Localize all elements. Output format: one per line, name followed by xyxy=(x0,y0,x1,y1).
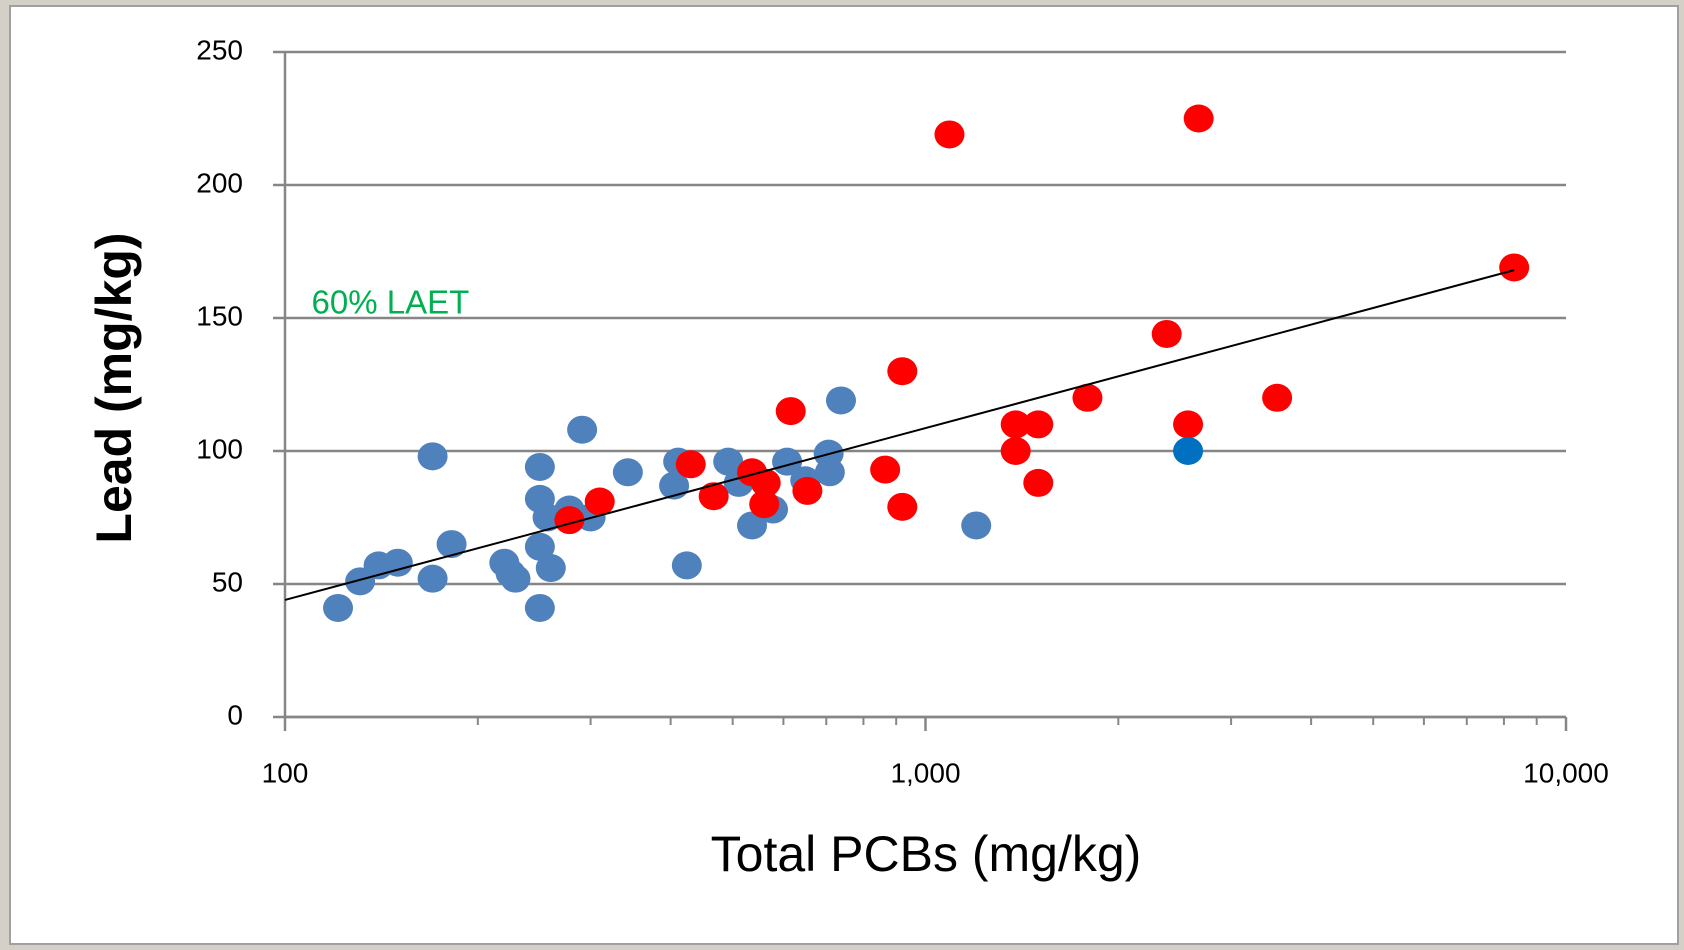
point xyxy=(675,450,706,479)
point xyxy=(524,452,555,481)
y-tick-label: 200 xyxy=(196,167,243,198)
x-tick-label: 100 xyxy=(262,757,309,788)
point xyxy=(887,492,918,521)
point xyxy=(814,458,845,487)
point xyxy=(750,468,781,497)
y-tick-label: 150 xyxy=(196,300,243,331)
point xyxy=(1151,319,1182,348)
point xyxy=(323,593,354,622)
point xyxy=(749,490,780,519)
point xyxy=(1023,468,1054,497)
point xyxy=(524,532,555,561)
point xyxy=(1499,253,1530,282)
point xyxy=(612,458,643,487)
point xyxy=(698,482,729,511)
point xyxy=(500,564,531,593)
point xyxy=(713,447,744,476)
point xyxy=(382,548,413,577)
point xyxy=(961,511,992,540)
point xyxy=(567,415,598,444)
point xyxy=(737,511,768,540)
point xyxy=(1023,410,1054,439)
annotation: 60% LAET xyxy=(312,283,470,320)
point xyxy=(1173,437,1204,465)
y-tick-label: 100 xyxy=(196,433,243,464)
point xyxy=(436,530,467,559)
point xyxy=(671,551,702,580)
y-tick-label: 250 xyxy=(196,34,243,65)
point xyxy=(535,554,566,583)
point xyxy=(524,593,555,622)
y-tick-label: 50 xyxy=(212,566,243,597)
point xyxy=(1262,383,1293,412)
point xyxy=(417,564,448,593)
point xyxy=(1000,410,1031,439)
point xyxy=(825,386,856,415)
point xyxy=(772,447,803,476)
point xyxy=(887,357,918,386)
point xyxy=(775,397,806,426)
point xyxy=(934,120,965,149)
x-tick-label: 1,000 xyxy=(890,757,960,788)
point xyxy=(417,442,448,471)
point xyxy=(1173,410,1204,439)
point xyxy=(1183,104,1214,133)
x-tick-label: 10,000 xyxy=(1523,757,1609,788)
point xyxy=(554,506,585,535)
y-axis-title: Lead (mg/kg) xyxy=(86,232,142,543)
x-axis-title: Total PCBs (mg/kg) xyxy=(711,826,1142,882)
point xyxy=(584,487,615,516)
point xyxy=(870,455,901,484)
point xyxy=(792,476,823,505)
point xyxy=(1000,437,1031,465)
trendline xyxy=(284,269,1515,601)
y-tick-label: 0 xyxy=(227,699,243,730)
point xyxy=(1072,383,1103,412)
